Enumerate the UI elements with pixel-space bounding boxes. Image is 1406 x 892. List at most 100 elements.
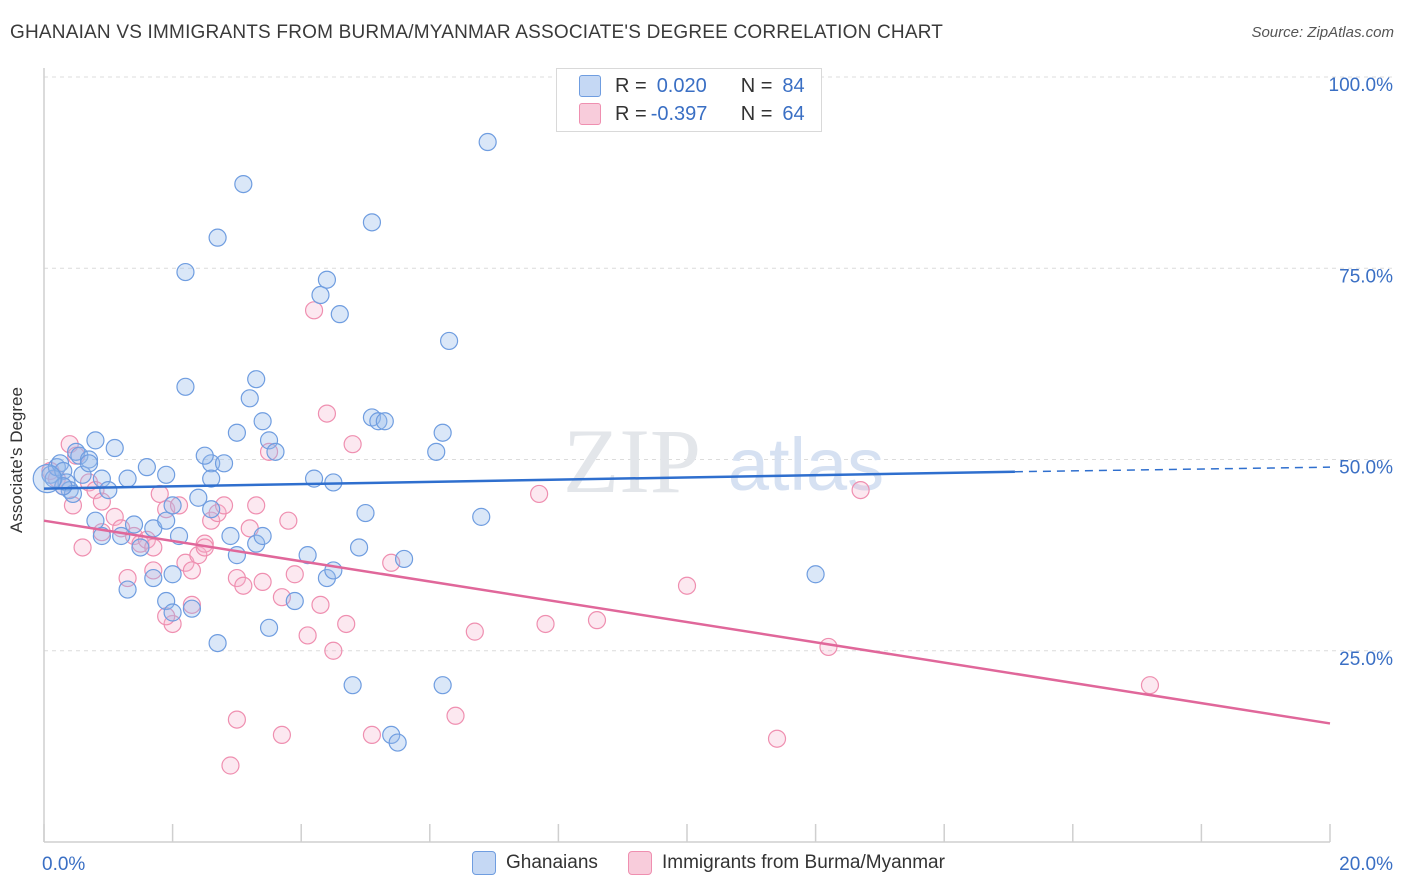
point-ghanaians [195, 446, 214, 465]
point-ghanaians [144, 568, 163, 588]
point-ghanaians [86, 431, 105, 450]
point-burma [530, 484, 549, 504]
y-tick-label: 75.0% [1339, 266, 1393, 287]
point-ghanaians [70, 446, 89, 465]
point-ghanaians [79, 450, 99, 469]
point-burma [851, 481, 870, 500]
n-value: 64 [782, 102, 805, 125]
legend-item-burma[interactable]: Immigrants from Burma/Myanmar [628, 851, 945, 875]
series-burma-points [41, 301, 1160, 775]
point-burma [819, 637, 838, 657]
point-ghanaians [349, 538, 369, 557]
swatch-burma [579, 103, 601, 125]
x-tick-label: 0.0% [42, 854, 85, 875]
point-ghanaians [375, 412, 394, 431]
point-burma [234, 576, 253, 595]
swatch-ghanaians [579, 75, 601, 97]
point-ghanaians [356, 503, 375, 523]
point-burma [317, 404, 337, 423]
n-label: N = [740, 102, 773, 125]
y-tick-label: 25.0% [1339, 649, 1393, 670]
point-ghanaians [806, 565, 825, 584]
point-burma [86, 481, 105, 500]
point-ghanaians [157, 591, 176, 611]
y-tick-label: 50.0% [1339, 458, 1393, 479]
point-ghanaians [163, 603, 182, 622]
point-ghanaians [63, 484, 83, 504]
y-tick-label: 100.0% [1329, 75, 1394, 96]
trend-line-ghanaians [43, 470, 1015, 490]
r-label: R = [615, 74, 647, 97]
axes [43, 68, 1331, 843]
point-burma [677, 576, 697, 595]
series-legend: Ghanaians Immigrants from Burma/Myanmar [0, 851, 1406, 879]
point-ghanaians [202, 469, 221, 488]
point-burma [337, 614, 356, 634]
point-ghanaians [317, 270, 337, 289]
point-ghanaians [259, 431, 279, 450]
point-burma [105, 507, 124, 526]
point-ghanaians [330, 305, 349, 324]
point-burma [279, 511, 298, 530]
point-ghanaians [247, 370, 266, 389]
point-ghanaians [266, 442, 285, 461]
chart-title: GHANAIAN VS IMMIGRANTS FROM BURMA/MYANMA… [10, 22, 944, 43]
legend-item-ghanaians[interactable]: Ghanaians [472, 851, 598, 875]
trend-lines [43, 466, 1331, 725]
tick-labels: 25.0% 50.0% 75.0% 100.0% 0.0% 20.0% [42, 75, 1393, 875]
point-ghanaians [433, 423, 452, 442]
point-burma [169, 496, 189, 515]
point-ghanaians [311, 285, 330, 305]
point-burma [221, 756, 240, 775]
point-ghanaians [285, 591, 304, 611]
point-burma [247, 496, 266, 515]
point-ghanaians [99, 481, 118, 500]
watermark-atlas: atlas [728, 423, 884, 506]
trend-line-ghanaians-extension [1014, 466, 1331, 473]
point-ghanaians [253, 526, 272, 546]
grid-lines [44, 76, 1392, 652]
point-ghanaians [427, 442, 446, 461]
x-tick-label: 20.0% [1339, 854, 1393, 875]
point-ghanaians [259, 618, 279, 637]
point-burma [304, 301, 324, 320]
point-burma [324, 641, 343, 660]
legend-label-burma: Immigrants from Burma/Myanmar [662, 852, 945, 873]
point-burma [536, 614, 555, 634]
point-burma [144, 561, 163, 580]
point-burma [73, 538, 92, 557]
point-ghanaians [221, 526, 240, 546]
point-burma [298, 626, 317, 645]
legend-label-ghanaians: Ghanaians [506, 852, 598, 873]
point-ghanaians [176, 262, 195, 282]
r-value: 0.020 [656, 74, 707, 97]
point-ghanaians [54, 461, 73, 481]
trend-line-burma [43, 519, 1331, 725]
point-burma [587, 611, 607, 630]
point-ghanaians [137, 458, 156, 477]
stats-legend: R = 0.020 N = 84 R = -0.397 N = 64 [556, 68, 822, 132]
stats-row-burma: R = -0.397 N = 64 [579, 100, 805, 128]
point-ghanaians [189, 488, 208, 507]
point-ghanaians [214, 454, 234, 473]
point-ghanaians [234, 175, 253, 194]
point-burma [92, 492, 111, 511]
y-axis-label: Associate's Degree [7, 387, 26, 533]
point-ghanaians [105, 438, 124, 458]
point-burma [446, 706, 465, 725]
point-ghanaians [157, 511, 176, 530]
legend-swatch-burma [628, 851, 652, 875]
point-ghanaians [202, 500, 221, 519]
point-ghanaians [343, 676, 362, 695]
point-ghanaians [362, 213, 382, 232]
stats-row-ghanaians: R = 0.020 N = 84 [579, 72, 805, 100]
source-label: Source: ZipAtlas.com [1251, 24, 1394, 41]
point-ghanaians [131, 538, 150, 557]
point-ghanaians [369, 412, 388, 431]
point-ghanaians [176, 377, 195, 396]
point-ghanaians [208, 228, 227, 247]
point-burma [465, 622, 484, 641]
point-ghanaians [388, 733, 407, 752]
r-label: R = [615, 102, 647, 125]
